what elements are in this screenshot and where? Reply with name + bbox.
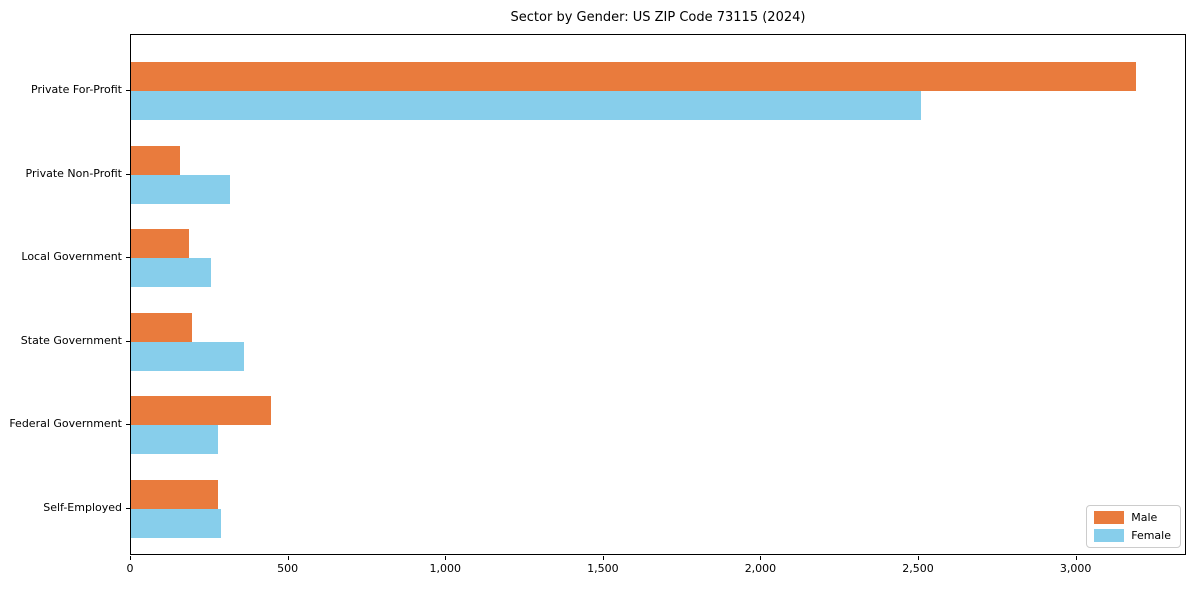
plot-area: Male Female	[130, 34, 1186, 555]
bar-male-state-government	[131, 312, 193, 342]
x-tick-mark	[1075, 556, 1077, 560]
bar-male-private-for-profit	[131, 62, 1137, 91]
x-tick-mark	[918, 556, 920, 560]
y-tick-mark	[126, 424, 130, 425]
y-tick-mark	[126, 173, 130, 175]
legend-row-female: Female	[1094, 529, 1171, 542]
x-tick-label-1000: 1,000	[429, 562, 461, 575]
bar-male-private-non-profit	[131, 145, 180, 175]
x-tick-label-1500: 1,500	[587, 562, 619, 575]
x-tick-mark	[760, 556, 762, 560]
x-tick-label-3000: 3,000	[1059, 562, 1092, 575]
y-tick-mark	[126, 257, 130, 258]
x-tick-mark	[602, 556, 604, 560]
legend-swatch-male	[1094, 511, 1125, 524]
x-tick-mark	[130, 556, 131, 560]
bar-male-federal-government	[131, 396, 271, 425]
bar-female-federal-government	[131, 425, 218, 454]
y-tick-label-self-employed: Self-Employed	[43, 500, 122, 514]
legend-swatch-female	[1094, 529, 1125, 542]
bar-female-local-government	[131, 258, 212, 287]
bar-male-self-employed	[131, 479, 218, 509]
y-tick-label-private-for-profit: Private For-Profit	[31, 83, 122, 96]
y-tick-label-private-non-profit: Private Non-Profit	[25, 166, 122, 180]
legend-row-male: Male	[1094, 511, 1171, 524]
y-tick-label-local-government: Local Government	[21, 250, 122, 263]
legend-label-female: Female	[1131, 529, 1171, 542]
legend-label-male: Male	[1131, 511, 1158, 524]
bar-female-private-non-profit	[131, 174, 231, 204]
x-tick-mark	[287, 556, 289, 560]
x-tick-label-2000: 2,000	[744, 562, 777, 575]
y-tick-mark	[126, 90, 130, 91]
x-tick-mark	[445, 556, 447, 560]
bar-male-local-government	[131, 229, 190, 258]
bar-female-state-government	[131, 341, 245, 371]
chart-title: Sector by Gender: US ZIP Code 73115 (202…	[510, 10, 806, 25]
bar-female-self-employed	[131, 508, 221, 538]
x-tick-label-0: 0	[126, 562, 134, 575]
y-tick-label-state-government: State Government	[20, 333, 122, 347]
x-tick-label-2500: 2,500	[902, 562, 934, 575]
y-tick-label-federal-government: Federal Government	[9, 417, 122, 430]
y-tick-mark	[126, 507, 130, 509]
legend: Male Female	[1086, 505, 1181, 548]
x-tick-label-500: 500	[277, 562, 299, 575]
y-tick-mark	[126, 340, 130, 342]
bar-female-private-for-profit	[131, 91, 921, 120]
